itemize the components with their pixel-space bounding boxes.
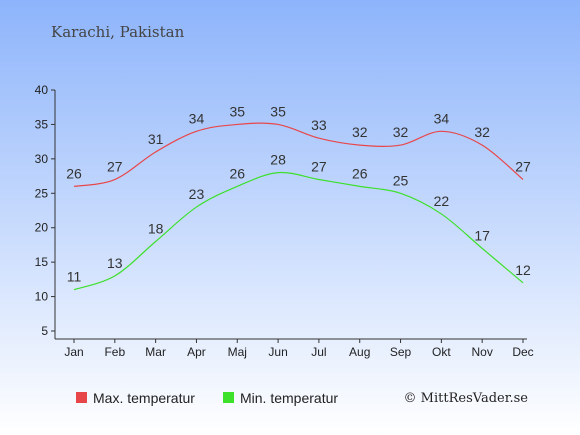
data-label-max: 35 xyxy=(270,103,286,119)
legend-label-max: Max. temperatur xyxy=(93,390,195,406)
x-tick-label: Sep xyxy=(390,345,412,359)
data-label-min: 18 xyxy=(148,220,164,236)
data-label-max: 32 xyxy=(474,124,490,140)
data-label-max: 26 xyxy=(66,165,82,181)
data-label-min: 13 xyxy=(107,255,123,271)
y-tick-label: 10 xyxy=(35,290,49,304)
data-label-max: 32 xyxy=(393,124,409,140)
y-tick-label: 30 xyxy=(35,152,49,166)
data-label-min: 12 xyxy=(515,262,531,278)
x-tick-label: Maj xyxy=(228,345,247,359)
x-tick-label: Nov xyxy=(472,345,493,359)
series-line-max xyxy=(73,122,524,187)
x-tick-label: Jan xyxy=(64,345,83,359)
data-label-max: 32 xyxy=(352,124,368,140)
y-tick-label: 25 xyxy=(35,186,49,200)
x-tick-label: Dec xyxy=(512,345,533,359)
x-tick-label: Okt xyxy=(432,345,451,359)
data-label-max: 34 xyxy=(434,110,450,126)
series-layer xyxy=(73,122,524,291)
data-label-min: 23 xyxy=(189,186,205,202)
data-label-max: 33 xyxy=(311,117,327,133)
x-tick-label: Mar xyxy=(145,345,166,359)
y-tick-label: 15 xyxy=(35,255,49,269)
x-tick-label: Jun xyxy=(268,345,287,359)
data-label-min: 11 xyxy=(67,269,82,285)
data-label-max: 27 xyxy=(515,159,531,175)
x-tick-label: Aug xyxy=(349,345,370,359)
y-tick-label: 5 xyxy=(41,324,48,338)
data-label-min: 22 xyxy=(434,193,450,209)
data-label-min: 28 xyxy=(270,152,286,168)
y-tick-label: 35 xyxy=(35,117,49,131)
chart-title: Karachi, Pakistan xyxy=(51,23,185,41)
legend-label-min: Min. temperatur xyxy=(240,390,338,406)
data-label-max: 34 xyxy=(189,110,205,126)
x-tick-label: Apr xyxy=(187,345,206,359)
credit-text: © MittResVader.se xyxy=(404,391,529,406)
series-line-min xyxy=(73,171,524,291)
y-tick-label: 20 xyxy=(35,221,49,235)
y-tick-label: 40 xyxy=(35,83,49,97)
data-label-max: 27 xyxy=(107,159,123,175)
data-label-max: 31 xyxy=(148,131,164,147)
legend-swatch-max xyxy=(76,392,87,403)
data-label-min: 26 xyxy=(352,165,368,181)
data-labels: 26 27 31 34 35 35 33 32 32 34 32 27 11 13 18 23 26 28 27 26… xyxy=(66,103,531,284)
legend-swatch-min xyxy=(223,392,234,403)
x-tick-label: Feb xyxy=(104,345,125,359)
data-label-min: 25 xyxy=(393,172,409,188)
data-label-min: 17 xyxy=(474,227,490,243)
x-tick-label: Jul xyxy=(311,345,326,359)
legend: Max. temperatur Min. temperatur xyxy=(76,390,338,406)
axes: 5 10 15 20 25 30 35 40 Jan Feb Mar Apr Maj Jun Jul Aug S… xyxy=(35,83,534,359)
data-label-max: 35 xyxy=(229,103,245,119)
data-label-min: 27 xyxy=(311,159,327,175)
data-label-min: 26 xyxy=(229,165,245,181)
